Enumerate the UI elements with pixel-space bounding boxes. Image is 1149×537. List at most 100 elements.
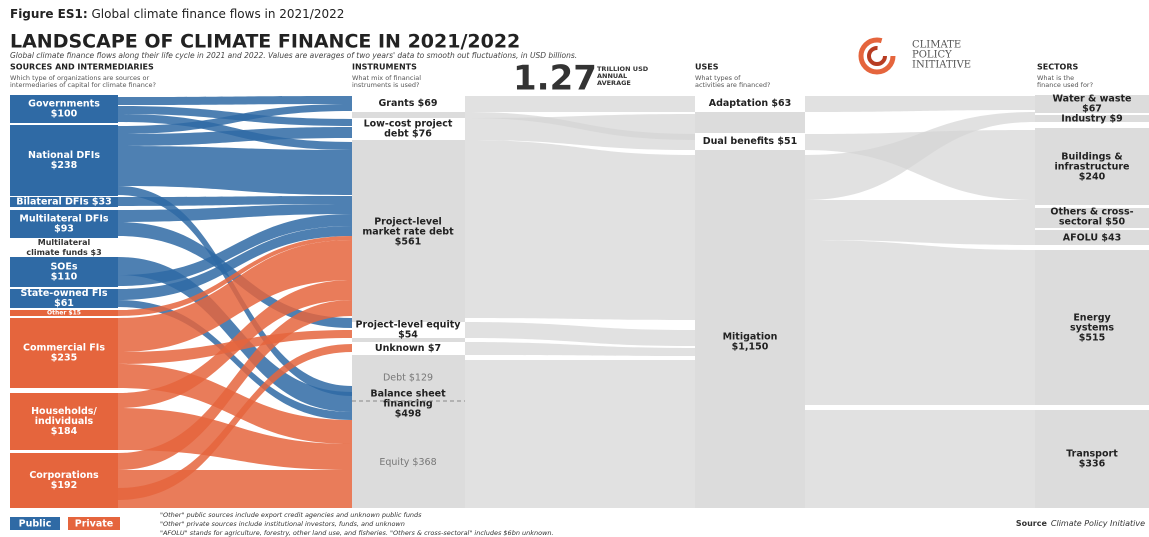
column-question: What is the [1037,74,1074,82]
flow [805,112,1035,200]
flow [118,300,352,470]
source-node [10,310,118,316]
node-label: debt $76 [384,129,432,140]
flow [465,360,695,508]
node-label: $238 [51,160,78,171]
legend-label: Private [75,519,114,530]
logo-text: CLIMATE [912,40,961,51]
node-label: Mitigation [723,332,778,343]
source-node [10,393,118,450]
node-label: Industry $9 [1061,114,1122,125]
column-heading: SECTORS [1037,63,1079,72]
source-node [10,257,118,287]
flow [118,236,352,316]
legend-swatch [68,517,120,530]
source: Source Climate Policy Initiative [1016,519,1145,528]
flow [118,240,352,352]
flow [118,146,352,195]
column-question: What types of [695,74,741,82]
flow [805,240,1035,405]
total-unit: TRILLION USD [597,65,649,73]
source-label: Source [1016,519,1048,528]
flow [465,112,695,140]
flow [118,104,352,134]
node-label: climate funds $3 [26,248,101,257]
node-label: $561 [395,237,421,248]
source-node [10,289,118,308]
total-value: 1.27 [513,59,597,99]
flow [118,344,352,500]
total-unit: ANNUAL [597,72,627,80]
use-node [695,133,805,150]
flow [118,257,352,412]
node-label: $184 [51,426,78,437]
footnote: "AFOLU" stands for agriculture, forestry… [160,529,554,537]
column-question: What mix of financial [352,74,421,82]
node-label: Bilateral DFIs $33 [16,197,112,208]
sector-node [1035,128,1149,205]
flow [118,280,352,408]
sector-node [1035,230,1149,245]
instrument-node [352,342,465,355]
node-label: $515 [1079,333,1105,344]
footnote: "Other" public sources include export cr… [160,511,422,519]
node-label: AFOLU $43 [1063,233,1121,244]
node-label: Households/ [31,406,97,417]
node-label: $1,150 [732,342,769,353]
logo-text: INITIATIVE [912,60,971,71]
node-label: Adaptation $63 [709,98,792,109]
flow [118,196,352,206]
subtitle: Global climate finance flows along their… [10,51,577,60]
sector-node [1035,115,1149,122]
logo-mark [858,37,896,75]
node-label: Water & waste [1053,94,1132,105]
flow [805,130,1035,200]
node-label: $67 [1082,104,1102,115]
node-label: Balance sheet [370,389,446,400]
flow [118,204,352,222]
node-label: State-owned FIs [20,288,107,299]
node-label: $110 [51,272,78,283]
logo-text: POLICY [912,50,952,61]
node-label: infrastructure [1055,162,1130,173]
node-label: Multilateral DFIs [19,214,108,225]
instrument-node [352,322,465,338]
node-label: $100 [51,109,78,120]
node-label: SOEs [50,262,77,273]
flow [118,127,352,146]
source-node [10,210,118,238]
node-label: Others & cross- [1050,207,1133,218]
node-label: $192 [51,480,77,491]
flow [118,96,352,105]
node-label: Equity $368 [379,457,436,468]
logo-mark-inner [867,46,887,66]
node-label: Low-cost project [364,119,453,130]
node-label: market rate debt [362,227,454,238]
node-label: $240 [1079,172,1106,183]
flow [465,96,695,112]
instrument-node [352,118,465,140]
flow [118,214,352,286]
node-label: Grants $69 [379,98,438,109]
node-label: National DFIs [28,150,100,161]
node-label: Buildings & [1061,152,1122,163]
node-label: $498 [395,409,422,420]
node-label: Project-level [374,217,442,228]
source-node [10,240,118,255]
column-question: activities are financed? [695,81,770,89]
node-label: Transport [1066,449,1118,460]
flow [805,96,1035,112]
column-question: finance used for? [1037,81,1093,89]
column-heading: SOURCES AND INTERMEDIARIES [10,63,154,72]
logo [858,37,896,75]
instrument-node [352,95,465,112]
figure-caption: Figure ES1: Global climate finance flows… [10,7,344,21]
node-label: Corporations [29,470,99,481]
node-label: Dual benefits $51 [703,136,797,147]
flow [118,408,352,470]
flow [805,200,1035,245]
flow [465,114,695,150]
node-label: Governments [28,99,100,110]
column-question: Which type of organizations are sources … [10,74,149,82]
